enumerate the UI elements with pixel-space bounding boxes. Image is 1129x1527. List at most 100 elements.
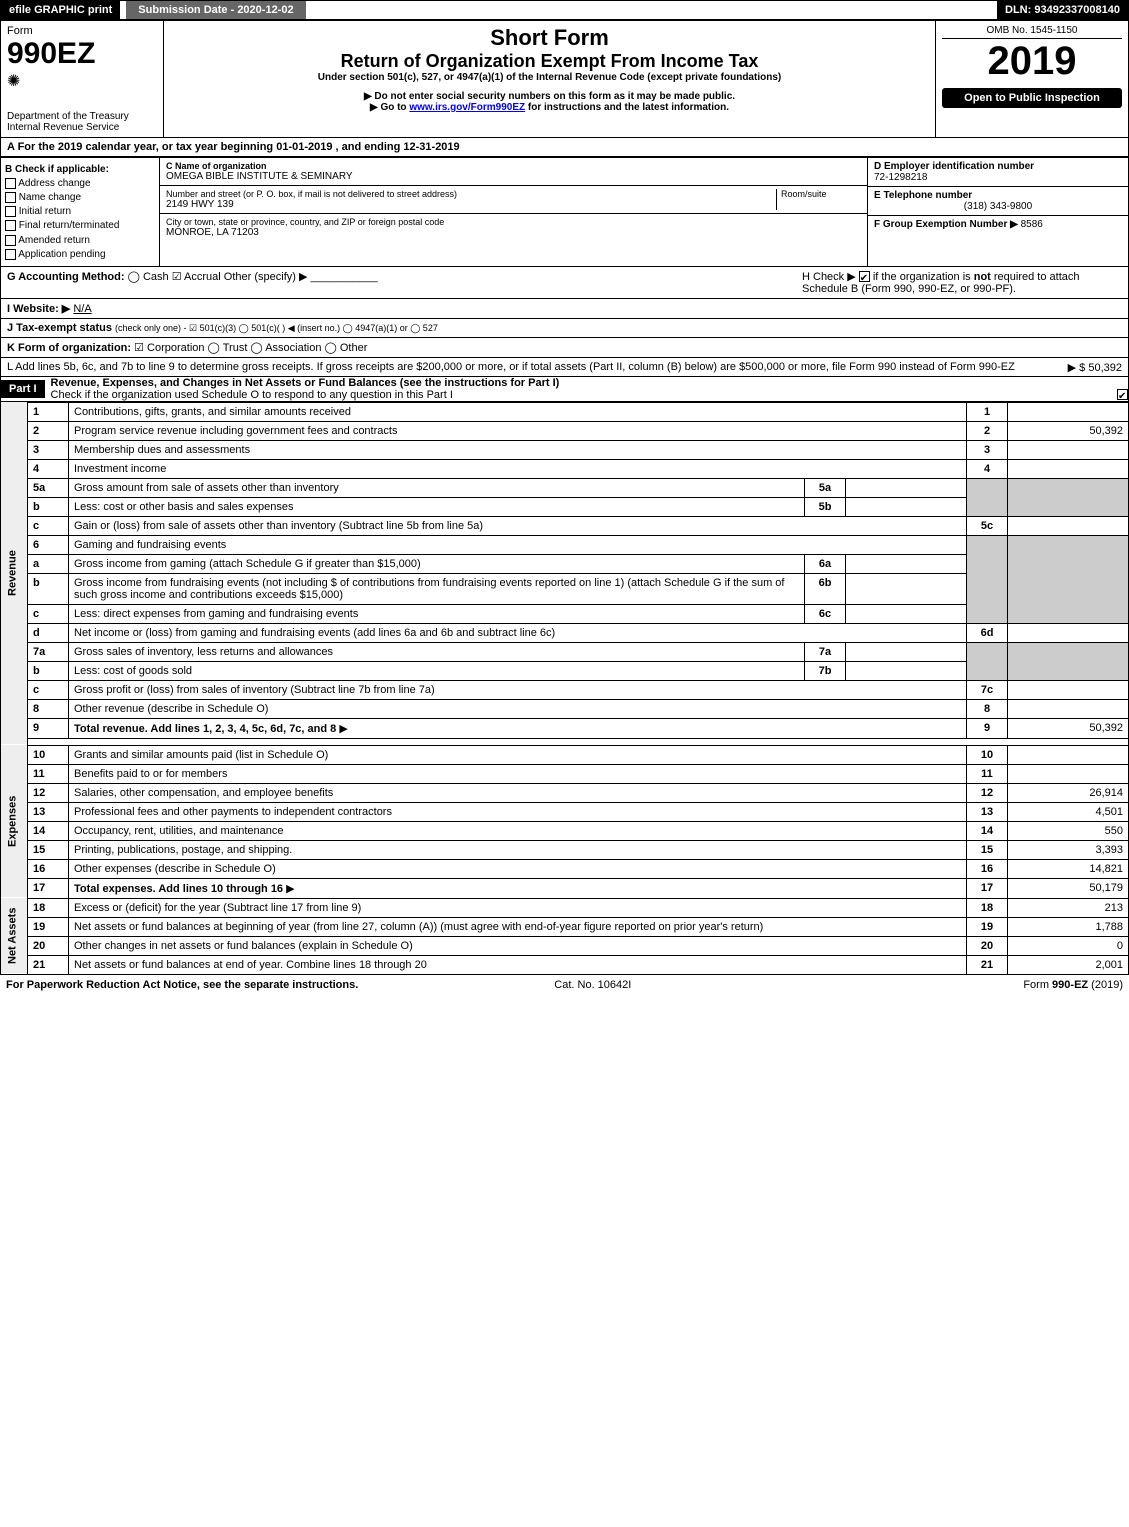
form-header: Form 990EZ ✺ Department of the Treasury …: [0, 20, 1129, 138]
line-18-amt: 213: [1008, 898, 1129, 917]
irs-label: Internal Revenue Service: [7, 122, 157, 133]
short-form-title: Short Form: [174, 25, 925, 51]
c-room-label: Room/suite: [776, 189, 861, 210]
line-7c-amt: [1008, 680, 1129, 699]
opt-application-pending[interactable]: Application pending: [5, 249, 155, 260]
c-city-label: City or town, state or province, country…: [166, 217, 861, 227]
line-5c-text: Gain or (loss) from sale of assets other…: [74, 520, 483, 532]
h-mid: if the organization is: [870, 271, 974, 283]
line-10-amt: [1008, 745, 1129, 764]
line-l: L Add lines 5b, 6c, and 7b to line 9 to …: [0, 358, 1129, 377]
header-sub3: ▶ Go to www.irs.gov/Form990EZ for instru…: [174, 102, 925, 113]
revenue-section-label: Revenue: [1, 402, 28, 745]
efile-label[interactable]: efile GRAPHIC print: [1, 1, 120, 19]
h-checkbox[interactable]: [859, 271, 870, 282]
line-20-amt: 0: [1008, 936, 1129, 955]
line-3-amt: [1008, 440, 1129, 459]
line-i: I Website: ▶ N/A: [0, 299, 1129, 319]
line-3-text: Membership dues and assessments: [74, 444, 250, 456]
opt-amended-return[interactable]: Amended return: [5, 235, 155, 246]
opt-name-change[interactable]: Name change: [5, 192, 155, 203]
line-13-amt: 4,501: [1008, 802, 1129, 821]
h-not: not: [974, 271, 991, 283]
l-amount: ▶ $ 50,392: [1068, 361, 1122, 374]
i-label: I Website: ▶: [7, 303, 70, 315]
line-a-end: 12-31-2019: [403, 141, 459, 153]
dept-label: Department of the Treasury: [7, 111, 157, 122]
opt-initial-return-label: Initial return: [19, 206, 71, 217]
line-6-text: Gaming and fundraising events: [74, 539, 226, 551]
line-12-text: Salaries, other compensation, and employ…: [74, 787, 333, 799]
opt-amended-return-label: Amended return: [18, 235, 90, 246]
c-street-label: Number and street (or P. O. box, if mail…: [166, 189, 776, 199]
opt-address-change[interactable]: Address change: [5, 178, 155, 189]
e-label: E Telephone number: [874, 190, 1122, 201]
form-number: 990EZ: [7, 37, 157, 71]
j-label: J Tax-exempt status: [7, 322, 112, 334]
phone-value: (318) 343-9800: [874, 201, 1122, 212]
line-11-text: Benefits paid to or for members: [74, 768, 227, 780]
page-footer: For Paperwork Reduction Act Notice, see …: [0, 975, 1129, 995]
part-i-check-row: Check if the organization used Schedule …: [51, 389, 1128, 401]
line-6d-amt: [1008, 623, 1129, 642]
part-i-title: Revenue, Expenses, and Changes in Net As…: [51, 377, 1128, 389]
line-21-text: Net assets or fund balances at end of ye…: [74, 959, 427, 971]
line-9-text: Total revenue. Add lines 1, 2, 3, 4, 5c,…: [74, 723, 336, 735]
submission-date: Submission Date - 2020-12-02: [126, 1, 305, 19]
footer-center: Cat. No. 10642I: [554, 979, 631, 991]
part-i-badge: Part I: [1, 380, 45, 398]
org-street: 2149 HWY 139: [166, 199, 776, 210]
g-accrual[interactable]: ☑ Accrual: [172, 271, 221, 283]
return-title: Return of Organization Exempt From Incom…: [174, 51, 925, 72]
line-a: A For the 2019 calendar year, or tax yea…: [0, 138, 1129, 157]
ein-value: 72-1298218: [874, 172, 1122, 183]
h-pre: H Check ▶: [802, 271, 859, 283]
irs-link[interactable]: www.irs.gov/Form990EZ: [409, 102, 525, 113]
header-sub2: ▶ Do not enter social security numbers o…: [174, 91, 925, 102]
sub3-pre: ▶ Go to: [370, 102, 409, 113]
opt-final-return[interactable]: Final return/terminated: [5, 220, 155, 231]
g-accrual-label: Accrual: [184, 271, 221, 283]
header-sub1: Under section 501(c), 527, or 4947(a)(1)…: [174, 72, 925, 83]
line-6c-text: Less: direct expenses from gaming and fu…: [74, 608, 358, 620]
section-c: C Name of organization OMEGA BIBLE INSTI…: [160, 158, 867, 266]
dln-label: DLN: 93492337008140: [997, 1, 1128, 19]
part-i-check-text: Check if the organization used Schedule …: [51, 389, 453, 401]
form-word: Form: [7, 25, 157, 37]
open-public-badge: Open to Public Inspection: [942, 88, 1122, 108]
k-label: K Form of organization:: [7, 342, 131, 354]
line-8-amt: [1008, 699, 1129, 718]
g-cash[interactable]: ◯ Cash: [128, 271, 169, 283]
sub3-post: for instructions and the latest informat…: [525, 102, 729, 113]
group-exemption-value: 8586: [1021, 219, 1043, 230]
org-name: OMEGA BIBLE INSTITUTE & SEMINARY: [166, 171, 861, 182]
omb-label: OMB No. 1545-1150: [942, 25, 1122, 39]
line-17-text: Total expenses. Add lines 10 through 16: [74, 883, 283, 895]
g-other-label: Other (specify) ▶: [224, 271, 308, 283]
irs-logo-icon: ✺: [7, 71, 157, 91]
j-text: (check only one) - ☑ 501(c)(3) ◯ 501(c)(…: [115, 323, 438, 333]
k-text: ☑ Corporation ◯ Trust ◯ Association ◯ Ot…: [134, 342, 367, 354]
line-9-amt: 50,392: [1008, 718, 1129, 738]
opt-final-return-label: Final return/terminated: [19, 221, 120, 232]
opt-application-pending-label: Application pending: [18, 249, 105, 260]
line-19-text: Net assets or fund balances at beginning…: [74, 921, 763, 933]
line-12-amt: 26,914: [1008, 783, 1129, 802]
line-16-text: Other expenses (describe in Schedule O): [74, 863, 276, 875]
line-8-text: Other revenue (describe in Schedule O): [74, 703, 268, 715]
line-2-amt: 50,392: [1008, 421, 1129, 440]
b-label: B Check if applicable:: [5, 164, 155, 175]
line-5c-amt: [1008, 516, 1129, 535]
line-4-amt: [1008, 459, 1129, 478]
part-i-checkbox[interactable]: [1117, 389, 1128, 400]
opt-address-change-label: Address change: [18, 178, 90, 189]
line-a-text: A For the 2019 calendar year, or tax yea…: [7, 141, 276, 153]
line-2-text: Program service revenue including govern…: [74, 425, 397, 437]
line-13-text: Professional fees and other payments to …: [74, 806, 392, 818]
line-16-amt: 14,821: [1008, 859, 1129, 878]
g-other[interactable]: Other (specify) ▶ ___________: [224, 271, 378, 283]
l-text: L Add lines 5b, 6c, and 7b to line 9 to …: [7, 361, 1015, 373]
opt-initial-return[interactable]: Initial return: [5, 206, 155, 217]
line-11-amt: [1008, 764, 1129, 783]
line-6d-text: Net income or (loss) from gaming and fun…: [74, 627, 555, 639]
